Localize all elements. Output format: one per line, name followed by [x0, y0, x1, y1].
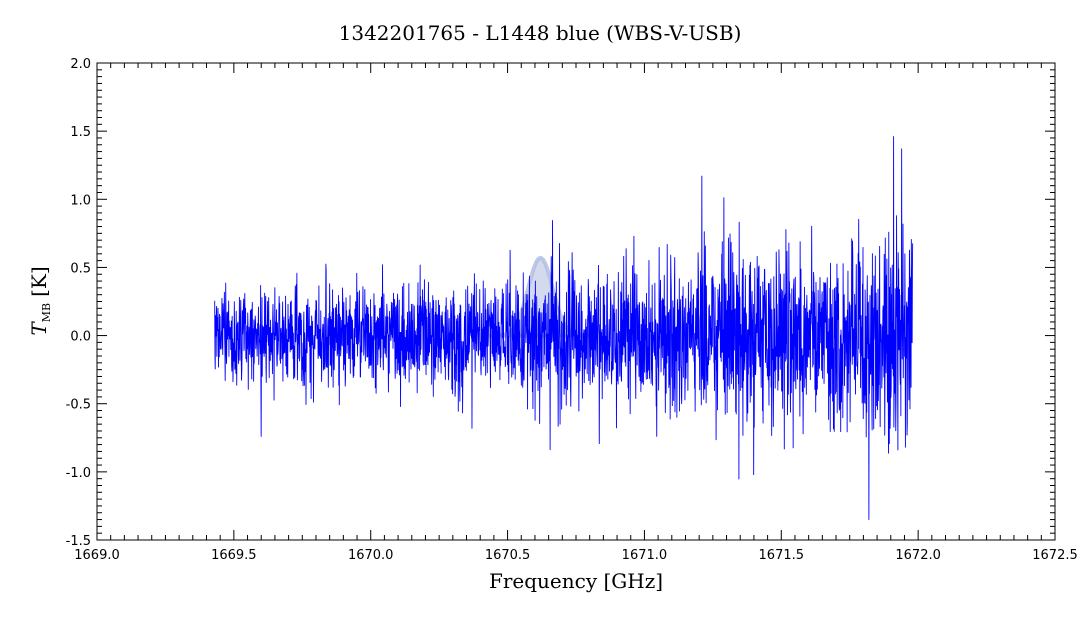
ticks-layer [96, 62, 1056, 541]
x-tick-label: 1672.5 [1032, 548, 1078, 563]
y-tick-label: -0.5 [66, 398, 91, 413]
series-layer [214, 136, 914, 521]
chart-title: 1342201765 - L1448 blue (WBS-V-USB) [339, 21, 742, 45]
y-tick-label: 0.5 [70, 261, 91, 276]
x-tick-label: 1669.0 [74, 548, 120, 563]
y-tick-label: 1.0 [70, 193, 91, 208]
y-axis-subscript: MB [40, 303, 53, 322]
x-tick-label: 1670.5 [485, 548, 531, 563]
y-tick-label: -1.0 [66, 466, 91, 481]
x-tick-label: 1671.0 [622, 548, 668, 563]
x-tick-label: 1670.0 [348, 548, 394, 563]
y-tick-label: 2.0 [70, 57, 91, 72]
x-tick-label: 1669.5 [211, 548, 257, 563]
spectrum-line [214, 136, 914, 521]
y-tick-label: 1.5 [70, 125, 91, 140]
y-tick-label: -1.5 [66, 534, 91, 549]
x-axis-title: Frequency [GHz] [489, 569, 663, 593]
y-tick-label: 0.0 [70, 330, 91, 345]
y-axis-unit: [K] [27, 266, 51, 297]
tick-labels-layer: 1669.0 1669.5 1670.0 1670.5 1671.0 1671.5 1672… [66, 57, 1078, 563]
y-axis-symbol: T [27, 321, 51, 336]
y-axis-title: TMB [K] [27, 266, 53, 335]
x-tick-label: 1672.0 [895, 548, 941, 563]
x-tick-label: 1671.5 [759, 548, 805, 563]
